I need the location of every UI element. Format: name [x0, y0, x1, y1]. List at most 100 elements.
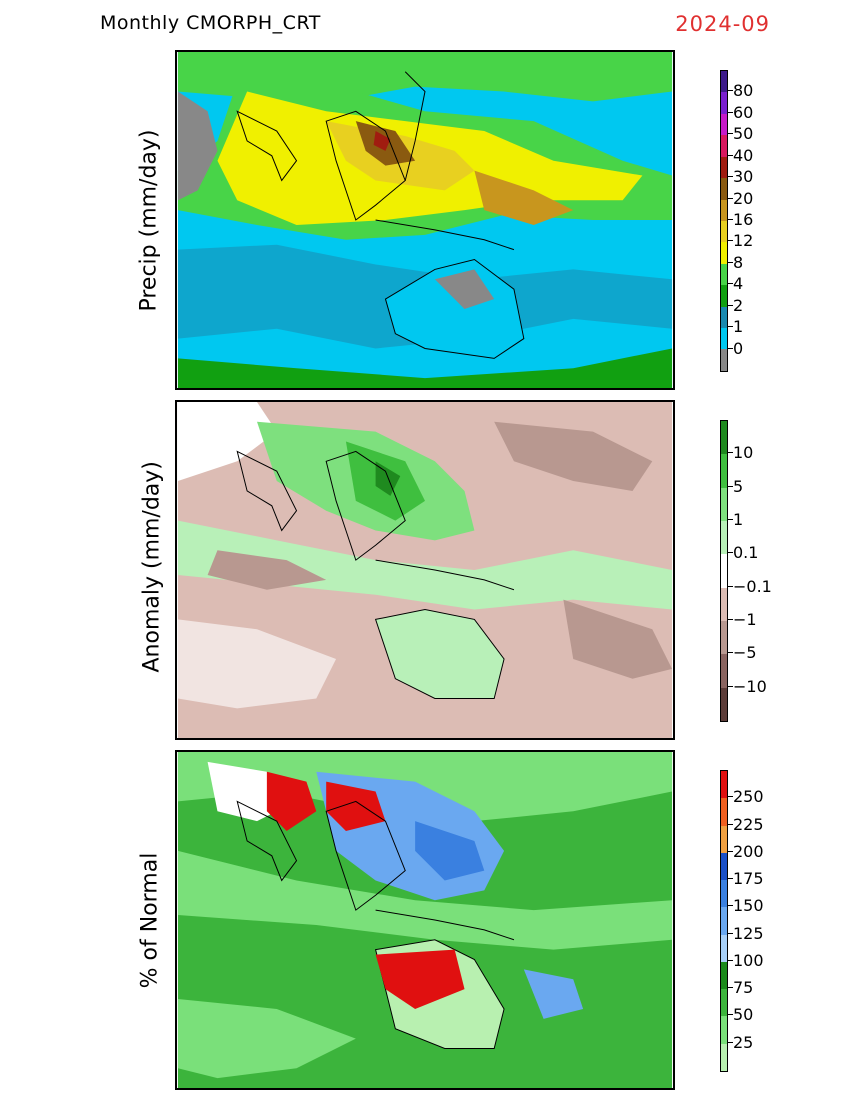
colorbar-segment [721, 487, 727, 521]
anomaly-ylabel: Anomaly (mm/day) [139, 461, 165, 673]
colorbar-segment [721, 421, 727, 455]
colorbar-tick [727, 197, 733, 199]
colorbar-segment [721, 199, 727, 221]
colorbar-tick [727, 347, 733, 349]
colorbar-segment [721, 92, 727, 114]
colorbar-tick [727, 261, 733, 263]
colorbar-tick [727, 111, 733, 113]
colorbar-tick [727, 283, 733, 285]
colorbar-tick [727, 878, 733, 880]
colorbar-tick [727, 552, 733, 554]
colorbar-tick [727, 905, 733, 907]
colorbar-label: 12 [733, 231, 754, 251]
percent-normal-ylabel: % of Normal [137, 852, 163, 989]
colorbar-label: 4 [733, 274, 744, 294]
colorbar-label: 100 [733, 950, 764, 970]
colorbar-segment [721, 263, 727, 286]
colorbar-label: −1 [733, 610, 757, 629]
colorbar-segment [721, 852, 727, 881]
colorbar-label: 150 [733, 896, 764, 916]
percent-normal-map [175, 750, 675, 1090]
colorbar-segment [721, 587, 727, 621]
colorbar-label: 10 [733, 443, 754, 463]
colorbar-label: −0.1 [733, 576, 772, 596]
colorbar-tick [727, 987, 733, 989]
anomaly-map [175, 400, 675, 740]
colorbar-tick [727, 823, 733, 825]
precip-ylabel: Precip (mm/day) [136, 129, 162, 312]
colorbar-segment [721, 934, 727, 962]
colorbar-label: 40 [733, 145, 754, 165]
colorbar-label: 1 [733, 510, 744, 529]
colorbar-tick [727, 485, 733, 487]
colorbar-label: 50 [733, 1005, 754, 1025]
date-label: 2024-09 [675, 12, 770, 36]
colorbar-label: 175 [733, 869, 764, 889]
precip-colorbar [720, 70, 728, 372]
colorbar-label: 30 [733, 167, 754, 187]
colorbar-tick [727, 154, 733, 156]
colorbar-segment [721, 989, 727, 1017]
colorbar-label: 125 [733, 923, 764, 943]
colorbar-tick [727, 959, 733, 961]
colorbar-label: −10 [733, 676, 767, 696]
colorbar-tick [727, 685, 733, 687]
colorbar-label: 25 [733, 1032, 754, 1052]
colorbar-tick [727, 219, 733, 220]
anomaly-colorbar [720, 420, 728, 722]
colorbar-tick [727, 932, 733, 934]
colorbar-segment [721, 113, 727, 136]
colorbar-segment [721, 771, 727, 799]
colorbar-label: −5 [733, 643, 757, 663]
colorbar-tick [727, 452, 733, 454]
colorbar-segment [721, 178, 727, 200]
colorbar-tick [727, 240, 733, 242]
colorbar-segment [721, 654, 727, 688]
colorbar-segment [721, 454, 727, 488]
colorbar-label: 16 [733, 210, 754, 229]
colorbar-segment [721, 798, 727, 826]
colorbar-label: 2 [733, 295, 744, 315]
colorbar-segment [721, 1043, 727, 1071]
colorbar-segment [721, 71, 727, 93]
colorbar-label: 225 [733, 814, 764, 834]
colorbar-tick [727, 796, 733, 798]
colorbar-segment [721, 328, 727, 350]
colorbar-tick [727, 850, 733, 852]
colorbar-segment [721, 306, 727, 329]
page-title: Monthly CMORPH_CRT [100, 12, 321, 34]
colorbar-label: 75 [733, 978, 754, 998]
colorbar-label: 250 [733, 787, 764, 807]
colorbar-tick [727, 1041, 733, 1043]
colorbar-segment [721, 554, 727, 588]
colorbar-tick [727, 619, 733, 620]
colorbar-label: 5 [733, 476, 744, 496]
colorbar-label: 0 [733, 338, 744, 358]
precip-map [175, 50, 675, 390]
colorbar-label: 200 [733, 841, 764, 861]
colorbar-label: 50 [733, 124, 754, 144]
colorbar-segment [721, 1016, 727, 1044]
colorbar-segment [721, 520, 727, 555]
colorbar-tick [727, 326, 733, 328]
colorbar-segment [721, 825, 727, 853]
colorbar-label: 80 [733, 81, 754, 101]
colorbar-segment [721, 687, 727, 721]
colorbar-tick [727, 1014, 733, 1016]
colorbar-segment [721, 285, 727, 307]
colorbar-tick [727, 519, 733, 520]
colorbar-segment [721, 220, 727, 243]
colorbar-tick [727, 133, 733, 135]
colorbar-segment [721, 349, 727, 371]
colorbar-label: 1 [733, 317, 744, 337]
colorbar-segment [721, 242, 727, 264]
colorbar-tick [727, 304, 733, 306]
colorbar-tick [727, 652, 733, 654]
colorbar-segment [721, 620, 727, 655]
colorbar-tick [727, 90, 733, 92]
colorbar-segment [721, 156, 727, 179]
colorbar-segment [721, 135, 727, 157]
colorbar-tick [727, 176, 733, 178]
colorbar-label: 20 [733, 188, 754, 208]
colorbar-tick [727, 585, 733, 587]
